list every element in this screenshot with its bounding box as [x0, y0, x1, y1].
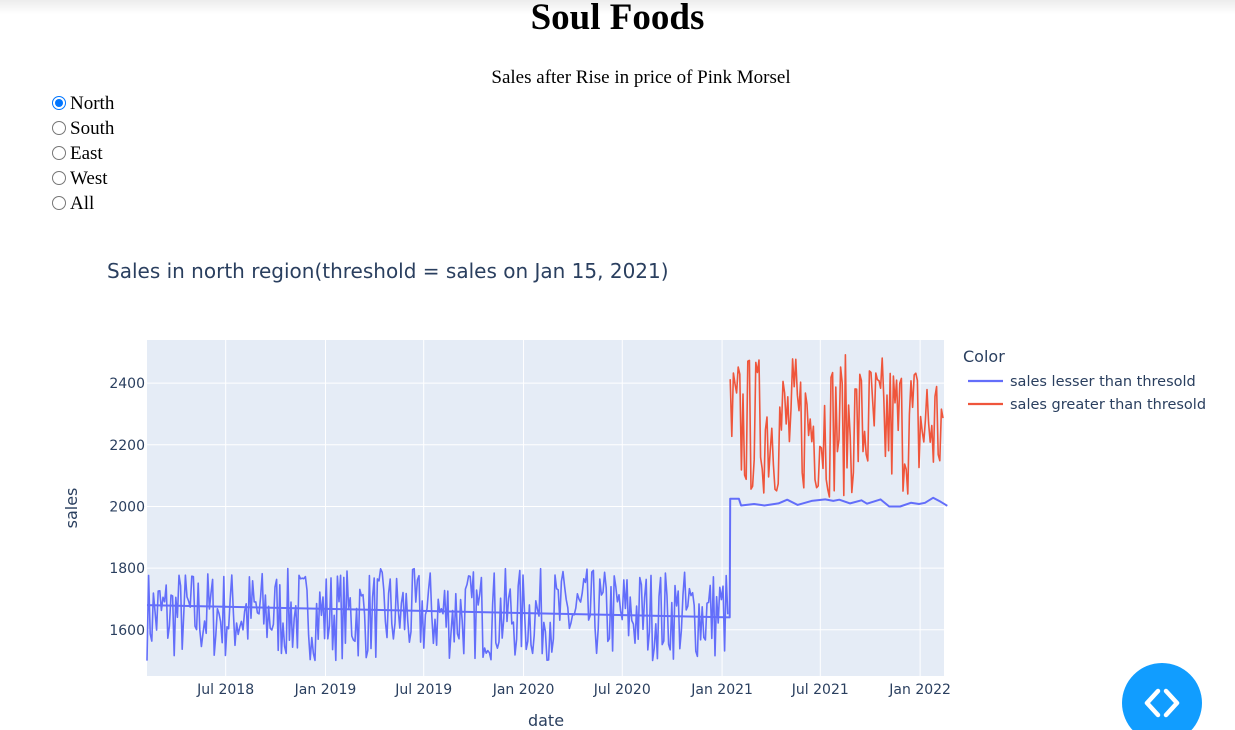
- radio-label-north: North: [70, 92, 115, 114]
- debug-menu-button[interactable]: [1122, 663, 1202, 730]
- legend-label-lesser: sales lesser than thresold: [1010, 374, 1196, 390]
- radio-option-north[interactable]: North: [52, 91, 114, 116]
- chart-title: Sales in north region(threshold = sales …: [107, 259, 669, 283]
- top-shadow: [0, 0, 1235, 14]
- y-tick-label: 1600: [109, 623, 145, 639]
- axis-ticks: Jul 2018 Jan 2019 Jul 2019 Jan 2020 Jul 2020…: [109, 376, 951, 698]
- x-tick-label: Jan 2020: [492, 682, 555, 698]
- page-title: Soul Foods: [530, 0, 705, 38]
- radio-button-west[interactable]: [52, 171, 66, 185]
- radio-label-west: West: [70, 167, 108, 189]
- x-tick-label: Jan 2019: [294, 682, 357, 698]
- legend-title: Color: [963, 347, 1005, 366]
- x-tick-label: Jul 2021: [791, 682, 849, 698]
- series-line-sales-lesser-than-thresold: [146, 496, 948, 619]
- x-tick-label: Jan 2021: [690, 682, 753, 698]
- legend-label-greater: sales greater than thresold: [1010, 397, 1206, 413]
- x-tick-label: Jan 2022: [888, 682, 951, 698]
- radio-option-south[interactable]: South: [52, 116, 114, 141]
- legend: Color sales lesser than thresold sales g…: [963, 347, 1206, 413]
- region-radio-group: North South East West All: [52, 91, 114, 216]
- y-tick-label: 2000: [109, 499, 145, 515]
- page-subtitle: Sales after Rise in price of Pink Morsel: [491, 67, 791, 88]
- y-tick-label: 2200: [109, 438, 145, 454]
- radio-button-east[interactable]: [52, 146, 66, 160]
- x-tick-label: Jul 2020: [593, 682, 651, 698]
- radio-option-east[interactable]: East: [52, 141, 114, 166]
- y-tick-label: 1800: [109, 561, 145, 577]
- x-tick-label: Jul 2018: [196, 682, 254, 698]
- radio-option-west[interactable]: West: [52, 166, 114, 191]
- radio-label-east: East: [70, 142, 103, 164]
- series-noise-sales-lesser-than-thresold: [146, 567, 729, 662]
- series-lines: [146, 354, 948, 662]
- legend-item-lesser[interactable]: sales lesser than thresold: [968, 374, 1196, 390]
- y-tick-label: 2400: [109, 376, 145, 392]
- radio-button-all[interactable]: [52, 196, 66, 210]
- radio-button-south[interactable]: [52, 121, 66, 135]
- radio-button-north[interactable]: [52, 96, 66, 110]
- series-noise-sales-greater-than-thresold: [729, 354, 944, 498]
- x-tick-label: Jul 2019: [394, 682, 452, 698]
- x-axis-label: date: [528, 711, 564, 730]
- radio-option-all[interactable]: All: [52, 191, 114, 216]
- code-brackets-icon: [1144, 688, 1180, 718]
- legend-item-greater[interactable]: sales greater than thresold: [968, 397, 1206, 413]
- radio-label-all: All: [70, 192, 95, 214]
- radio-label-south: South: [70, 117, 115, 139]
- y-axis-label: sales: [62, 488, 81, 529]
